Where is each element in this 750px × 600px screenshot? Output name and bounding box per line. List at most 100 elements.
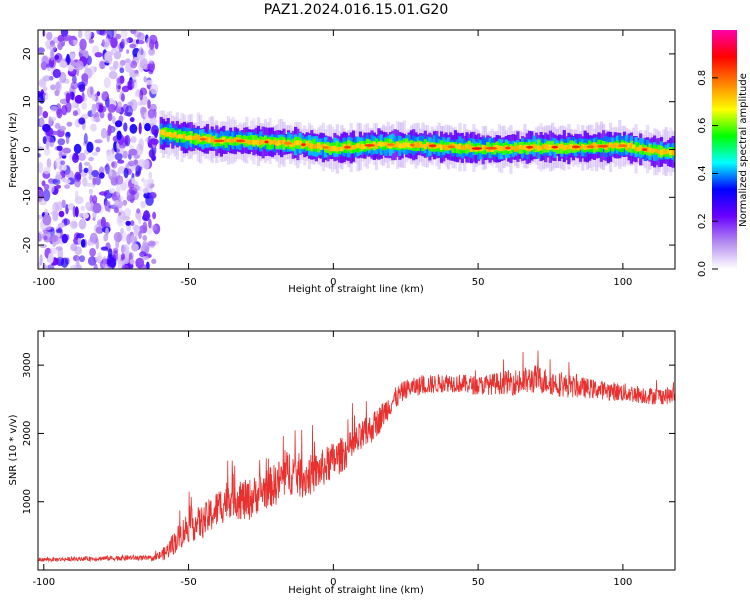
spectrogram-noise-cell	[152, 211, 157, 220]
spectrogram-peak-cell	[343, 145, 351, 149]
spectrogram-band-cell	[377, 141, 381, 146]
snr-series-line	[38, 350, 675, 563]
spectrogram-noise-cell	[58, 210, 65, 218]
spectrogram-noise-cell	[95, 226, 103, 234]
spectrogram-noise-cell	[50, 84, 57, 91]
spectrogram-noise-cell	[78, 117, 86, 125]
spectrogram-noise-cell	[77, 236, 82, 246]
spectrogram-noise-cell	[38, 190, 44, 199]
spectrogram-peak-cell	[199, 137, 207, 141]
spectrogram-band-cell	[659, 150, 664, 155]
spectrogram-noise-cell	[42, 214, 52, 226]
spectrogram-band-cell	[384, 141, 388, 146]
spectrogram-noise-cell	[42, 111, 49, 119]
spectrogram-band-cell	[245, 139, 249, 144]
spectrogram-band-cell	[629, 143, 633, 149]
spectrogram-noise-cell	[113, 50, 122, 60]
spectrogram-noise-cell	[135, 257, 145, 269]
spectrogram-noise-cell	[38, 142, 41, 147]
spectrogram-band-cell	[222, 137, 226, 143]
spectrogram-band-cell	[453, 144, 457, 149]
spectrogram-noise-cell	[138, 138, 144, 151]
spectrogram-noise-cell	[43, 75, 51, 82]
spectrogram-band-cell	[456, 145, 460, 149]
spectrogram-noise-cell	[38, 153, 41, 158]
spectrogram-band-cell	[511, 146, 515, 150]
spectrogram-band-cell	[537, 145, 541, 151]
spectrogram-band-cell	[423, 144, 427, 150]
spectrogram-noise-cell	[38, 215, 43, 220]
spectrogram-band-cell	[627, 142, 631, 148]
spectrogram-band-cell	[539, 146, 543, 151]
spectrogram-noise-cell	[120, 93, 125, 102]
spectrogram-band-cell	[518, 145, 522, 149]
spectrogram-noise-cell	[46, 264, 55, 269]
spectrogram-noise-cell	[88, 175, 94, 180]
spectrogram-band-cell	[627, 143, 631, 153]
spectrogram-noise-cell	[96, 30, 105, 36]
spectrogram-noise-cell	[42, 189, 51, 202]
spectrogram-noise-cell	[151, 224, 158, 231]
spectrogram-noise-cell	[43, 147, 51, 156]
spectrogram-noise-cell	[73, 143, 82, 154]
spectrogram-noise-cell	[138, 231, 142, 239]
spectrogram-noise-cell	[81, 102, 88, 110]
spectrogram-noise-cell	[86, 141, 94, 153]
spectrogram-noise-cell	[83, 133, 88, 145]
spectrogram-noise-cell	[57, 222, 66, 228]
spectrogram-noise-cell	[105, 227, 109, 237]
spectrogram-band-cell	[224, 138, 228, 143]
spectrogram-band-cell	[310, 143, 314, 149]
spectrogram-band-cell	[442, 144, 446, 149]
spectrogram-band-cell	[314, 143, 318, 149]
spectrogram-noise-cell	[123, 207, 132, 218]
spectrogram-noise-cell	[52, 68, 61, 79]
spectrogram-noise-cell	[65, 135, 70, 145]
spectrogram-noise-cell	[138, 216, 142, 225]
spectrogram-noise-cell	[145, 79, 153, 86]
spectrogram-noise-cell	[110, 104, 116, 110]
spectrogram-noise-cell	[95, 146, 101, 153]
spectrogram-noise-cell	[75, 190, 79, 200]
spectrogram-band-cell	[226, 138, 230, 143]
snr-plot-area	[38, 331, 675, 570]
spectrogram-noise-cell	[84, 30, 92, 40]
spectrogram-noise-cell	[142, 235, 148, 241]
spectrogram-peak-cell	[618, 144, 628, 148]
spectrogram-band-cell	[307, 143, 312, 148]
colorbar: 0.0 0.2 0.4 0.6 0.8 Normalized spectral ampl…	[697, 30, 749, 277]
spectrogram-noise-cell	[72, 205, 76, 218]
spectrogram-noise-cell	[99, 61, 106, 70]
spectrogram-peak-cell	[428, 144, 437, 148]
spectrogram-noise-cell	[92, 195, 98, 205]
spectrogram-noise-cell	[57, 248, 64, 260]
spectrogram-noise-cell	[87, 256, 97, 266]
spectrogram-band-cell	[673, 150, 675, 156]
spectrogram-band-cell	[305, 140, 309, 146]
spectrogram-noise-cell	[65, 257, 70, 265]
spectrogram-noise-cell	[115, 175, 124, 185]
spectrogram-noise-cell	[49, 234, 59, 242]
spectrogram-band-cell	[194, 134, 198, 139]
spectrogram-band-cell	[340, 146, 344, 152]
spectrogram-band-cell	[335, 147, 339, 152]
spectrogram-noise-cell	[114, 200, 120, 206]
spectrogram-band-cell	[416, 143, 420, 148]
spectrogram-x-tick-label: 50	[472, 277, 485, 288]
spectrogram-noise-cell	[107, 124, 112, 136]
spectrogram-band-cell	[249, 140, 254, 145]
spectrogram-band-cell	[611, 143, 615, 149]
spectrogram-noise-cell	[67, 65, 74, 72]
spectrogram-noise-cell	[38, 146, 45, 152]
spectrogram-noise-cell	[107, 257, 117, 268]
spectrogram-band-cell	[266, 138, 270, 143]
snr-y-tick-label: 3000	[22, 352, 33, 377]
spectrogram-band-cell	[421, 144, 425, 148]
spectrogram-noise-cell	[70, 264, 80, 269]
spectrogram-noise-cell	[133, 159, 138, 166]
spectrogram-peak-cell	[471, 147, 483, 150]
colorbar-gradient	[712, 30, 737, 269]
